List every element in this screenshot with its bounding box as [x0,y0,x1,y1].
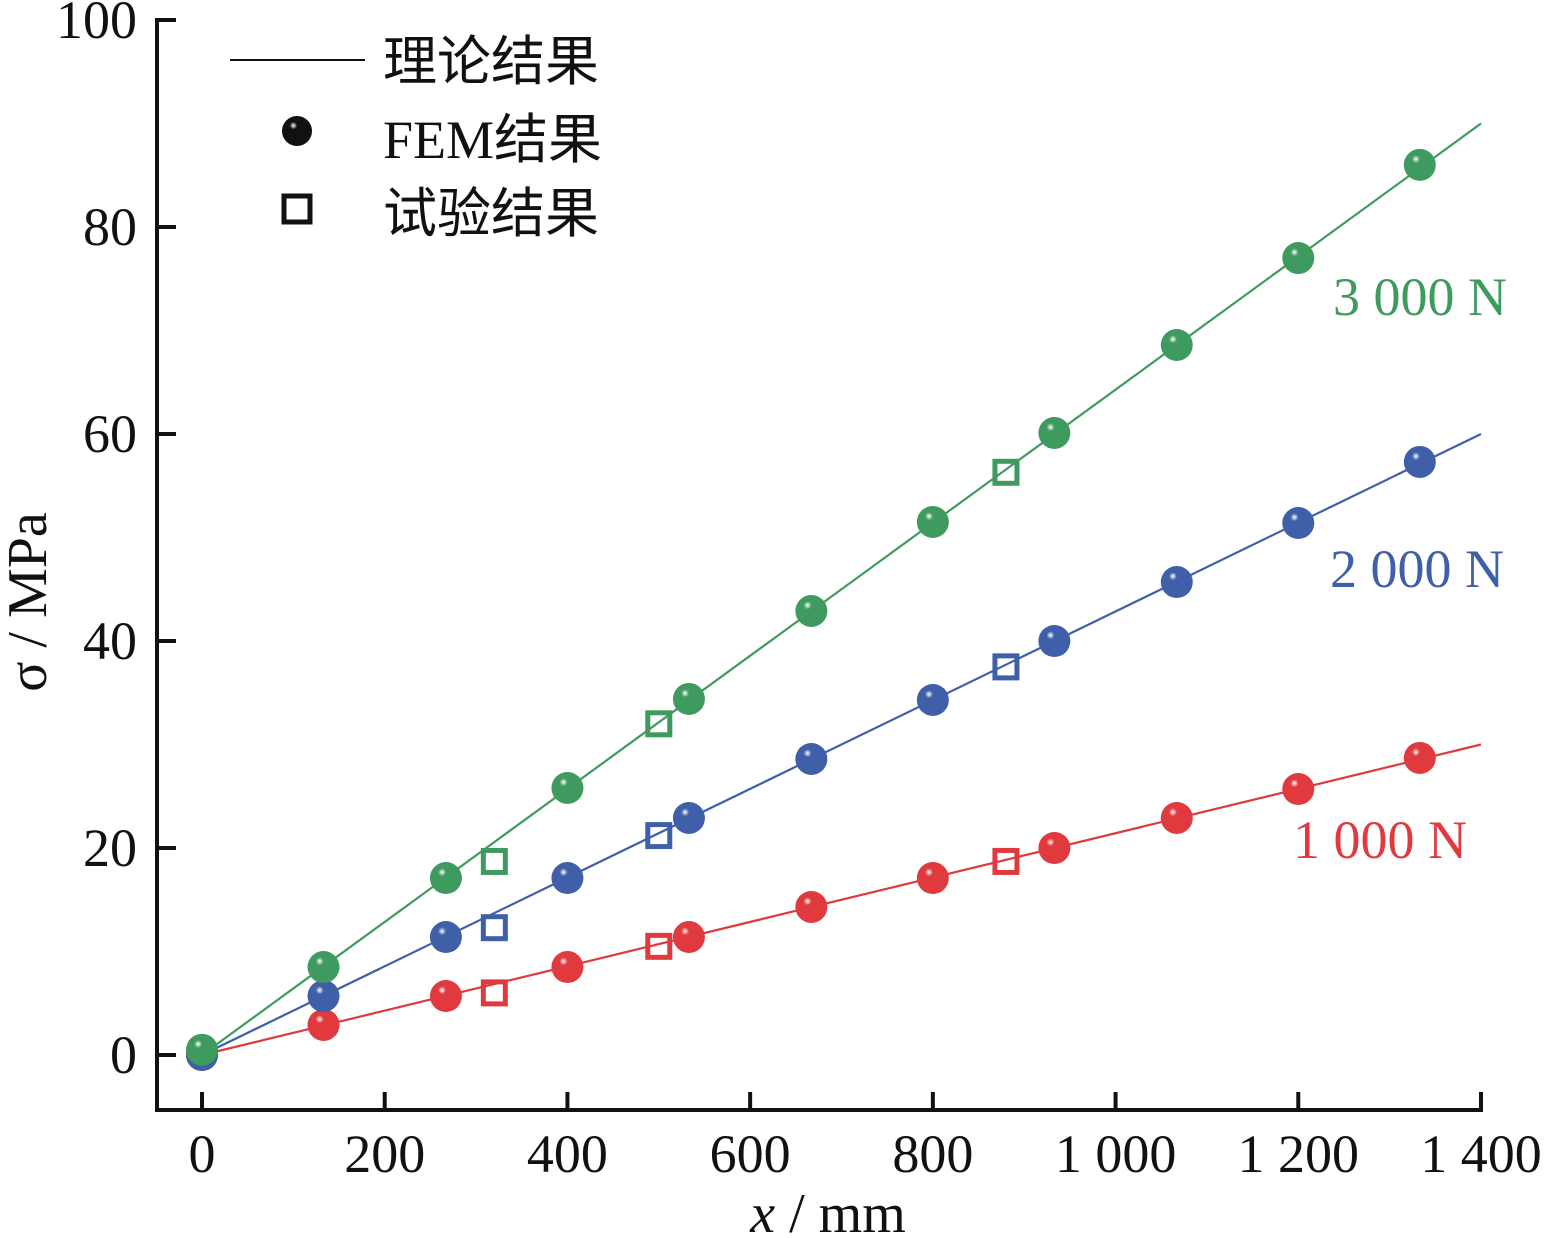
fem-point [551,951,584,984]
x-tick-label: 1 400 [1420,1124,1542,1184]
theory-lines [201,122,1482,1057]
legend-test-marker [281,193,313,225]
fem-point [1282,242,1315,275]
series-label: 3 000 N [1333,267,1507,327]
ticks: 0 200 400 600 800 1 000 1 200 1 400 0 20 40 60 80 100 [56,0,1542,1184]
y-axis-label: σ / MPa [0,512,59,692]
x-axis-unit: / mm [775,1183,906,1238]
y-tick-label: 80 [83,197,137,257]
fem-point [1282,773,1315,806]
fem-point [672,682,705,715]
legend-label-theory: 理论结果 [383,32,599,92]
x-tick-label: 1 000 [1055,1124,1177,1184]
legend-label-fem: FEM结果 [383,110,602,170]
test-point [992,653,1020,681]
legend: 理论结果 FEM结果 试验结果 [230,32,602,244]
fem-point [1403,445,1436,478]
fem-point [795,742,828,775]
theory-line [201,433,1482,1056]
legend-fem-marker [282,116,312,146]
fem-point [1038,625,1071,657]
fem-point [1160,801,1193,834]
y-tick-label: 0 [110,1025,137,1085]
fem-point [1160,328,1193,361]
x-axis-variable: x [749,1183,775,1238]
fem-point [1038,416,1071,449]
theory-line [201,743,1482,1057]
y-tick-label: 100 [56,0,137,50]
fem-point [307,1008,340,1041]
x-tick-label: 0 [189,1124,216,1184]
fem-point [1038,832,1071,864]
axes [155,18,1483,1112]
fem-point [307,951,340,984]
theory-line [201,122,1482,1056]
y-tick-label: 20 [83,818,137,878]
x-tick-label: 1 200 [1238,1124,1360,1184]
x-axis-label: x / mm [749,1183,906,1238]
fem-point [916,505,949,538]
fem-point [1403,148,1436,181]
fem-point [429,980,462,1013]
legend-label-test: 试验结果 [383,184,599,244]
series-labels: 1 000 N 2 000 N 3 000 N [1293,267,1507,870]
test-point [992,458,1020,486]
test-point [992,847,1020,875]
fem-point [429,862,462,895]
fem-point [672,921,705,954]
fem-point [795,594,828,627]
test-point [645,822,673,850]
fem-point [429,921,462,954]
x-tick-label: 800 [892,1124,973,1184]
test-point [645,932,673,960]
test-point [480,847,508,875]
series-label: 2 000 N [1330,539,1504,599]
fem-point [916,683,949,716]
y-tick-label: 60 [83,404,137,464]
y-tick-label: 40 [83,611,137,671]
fem-points [186,148,1436,1071]
fem-point [551,771,584,804]
fem-point [672,801,705,834]
fem-point [186,1033,218,1066]
fem-point [1403,741,1436,774]
fem-point [307,980,340,1013]
fem-point [1282,507,1315,540]
test-point [480,979,508,1007]
test-point [480,914,508,942]
fem-point [795,890,828,923]
fem-point [551,862,584,895]
x-tick-label: 600 [710,1124,791,1184]
fem-point [916,862,949,895]
series-label: 1 000 N [1293,810,1467,870]
fem-point [1160,566,1193,599]
x-tick-label: 200 [344,1124,425,1184]
test-points [480,458,1020,1007]
test-point [645,710,673,738]
x-tick-label: 400 [527,1124,608,1184]
